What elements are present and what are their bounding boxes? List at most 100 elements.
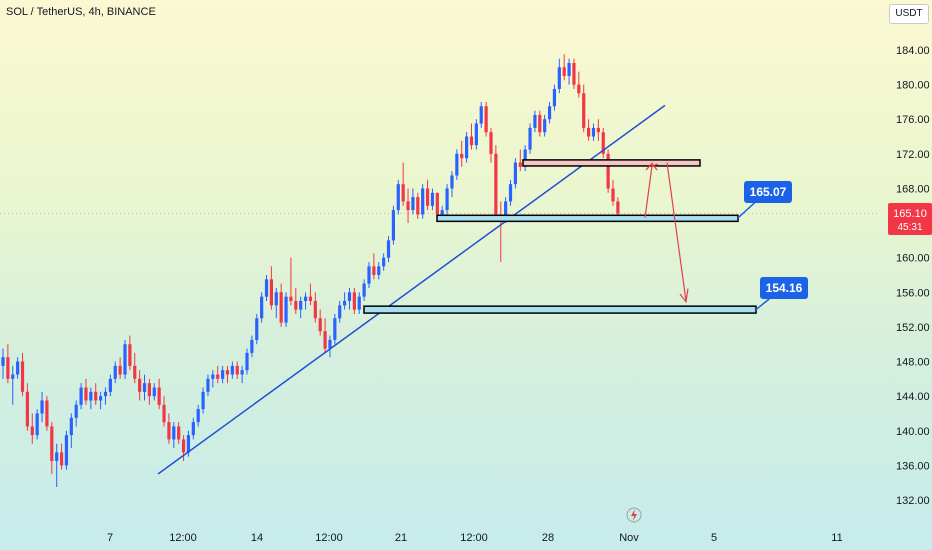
candle-body (504, 201, 508, 219)
x-tick-label: 12:00 (460, 532, 488, 544)
candle-body (484, 106, 488, 133)
y-tick-label: 140.00 (896, 426, 930, 438)
candle-body (577, 84, 581, 94)
candle-body (318, 318, 322, 332)
candle-body (430, 192, 435, 206)
candle-body (435, 192, 439, 215)
candle-body (186, 435, 191, 453)
candle-body (450, 175, 454, 189)
quote-currency-badge[interactable]: USDT (889, 4, 929, 24)
candle-body (264, 279, 269, 297)
drop-arrowhead (679, 288, 689, 304)
candle-body (177, 426, 181, 440)
callout-1-box[interactable] (744, 181, 792, 203)
candle-body (260, 296, 264, 319)
candle-body (64, 435, 69, 466)
candle-body (84, 387, 88, 401)
candle-body (347, 292, 352, 301)
candle-body (157, 387, 161, 405)
candle-body (547, 106, 552, 120)
support-zone[interactable] (436, 214, 739, 223)
y-tick-label: 180.00 (896, 80, 930, 92)
candle-body (508, 184, 513, 202)
candle-body (445, 188, 449, 211)
candle-body (59, 452, 64, 466)
event-icon-ring[interactable] (626, 507, 642, 523)
candle-body (147, 383, 151, 397)
candle-body (1, 357, 5, 366)
candle-body (611, 188, 615, 202)
x-tick-label: 14 (251, 532, 263, 544)
candle-body (465, 136, 469, 159)
callout-2-box[interactable] (760, 277, 808, 299)
candle-body (113, 365, 117, 379)
candle-body (20, 361, 25, 392)
candle-body (240, 370, 244, 375)
x-tick-label: 11 (831, 532, 842, 544)
candle-body (55, 452, 59, 462)
candle-body (308, 296, 313, 301)
candle-body (133, 365, 137, 379)
candle-body (582, 93, 586, 128)
lightning-icon[interactable] (631, 509, 637, 521)
candle-body (533, 114, 537, 128)
candle-body (245, 352, 249, 371)
candle-body (572, 62, 576, 85)
x-tick-label: 7 (107, 532, 113, 544)
candle-body (167, 422, 171, 440)
candle-body (557, 67, 561, 89)
retest-arrow[interactable] (644, 163, 659, 218)
candle-body (35, 413, 39, 436)
y-tick-label: 176.00 (896, 114, 930, 126)
candle-body (513, 162, 517, 185)
resistance-zone[interactable] (522, 159, 701, 167)
drop-arrow[interactable] (666, 162, 687, 302)
candle-body (469, 136, 474, 146)
candle-body (338, 305, 342, 319)
candle-body (45, 400, 49, 427)
candle-body (230, 365, 234, 375)
candle-body (313, 300, 317, 319)
candle-body (191, 422, 195, 436)
candle-body (196, 409, 200, 423)
y-tick-label: 184.00 (896, 45, 930, 57)
candle-body (99, 396, 103, 401)
callout-2-label: 154.16 (766, 281, 803, 295)
candle-body (289, 296, 293, 301)
candle-body (172, 426, 176, 440)
candle-body (221, 370, 225, 379)
candle-body (89, 391, 93, 401)
candle-body (343, 300, 347, 306)
candle-body (250, 339, 254, 353)
candle-body (30, 426, 34, 436)
candle-body (152, 387, 156, 397)
symbol-title[interactable]: SOL / TetherUS, 4h, BINANCE (6, 6, 156, 18)
candle-body (142, 383, 147, 392)
target-zone[interactable] (363, 305, 757, 314)
candle-body (123, 344, 127, 375)
candle-body (162, 404, 166, 423)
y-tick-label: 144.00 (896, 391, 930, 403)
candle-body (562, 67, 566, 76)
callout-1-connector (737, 200, 757, 219)
candle-body (25, 391, 29, 427)
candle-body (421, 188, 425, 215)
candle-body (333, 318, 337, 340)
price-badge[interactable] (888, 203, 932, 235)
candle-body (255, 318, 259, 340)
candle-body (601, 132, 605, 154)
candle-body (357, 296, 361, 310)
callout-1-label: 165.07 (750, 185, 787, 199)
candle-body (367, 266, 371, 284)
trend-line[interactable] (157, 104, 666, 475)
candle-body (94, 391, 98, 401)
candle-body (74, 404, 78, 418)
candle-body (460, 153, 464, 159)
y-tick-label: 132.00 (896, 495, 930, 507)
y-tick-label: 148.00 (896, 357, 930, 369)
y-tick-label: 136.00 (896, 460, 930, 472)
candle-body (396, 184, 400, 211)
candle-body (128, 344, 132, 366)
